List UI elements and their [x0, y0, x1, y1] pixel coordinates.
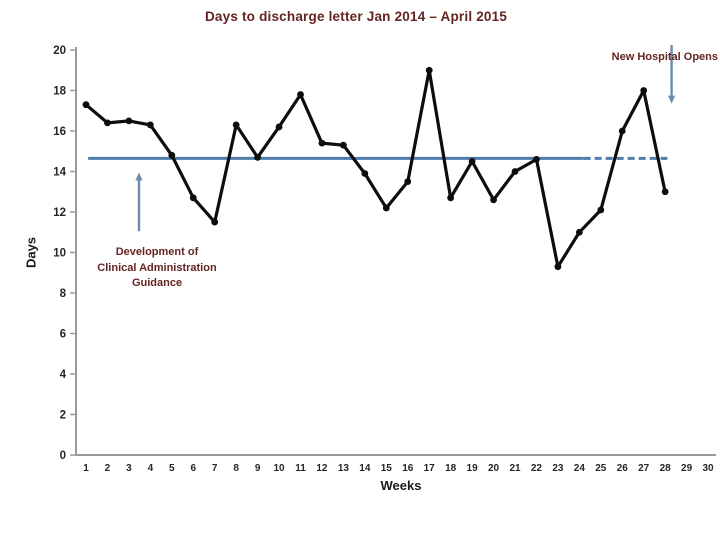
data-point — [554, 263, 562, 271]
annotation-development-guidance: Development of Clinical Administration G… — [84, 245, 230, 292]
x-tick-label: 5 — [169, 463, 175, 474]
x-tick-label: 18 — [445, 463, 457, 474]
data-point — [597, 206, 605, 214]
y-tick-label: 0 — [60, 450, 66, 462]
development-arrow-arrowhead — [135, 172, 143, 181]
data-point — [254, 153, 261, 161]
x-tick-label: 9 — [255, 463, 261, 474]
data-point — [297, 91, 304, 98]
y-tick-label: 18 — [53, 86, 66, 98]
x-tick-label: 10 — [273, 463, 285, 474]
data-point — [146, 121, 154, 129]
y-tick-label: 6 — [60, 329, 66, 341]
x-tick-label: 21 — [509, 463, 521, 474]
data-point — [640, 87, 648, 94]
x-axis-title: Weeks — [380, 478, 422, 493]
y-tick-label: 12 — [53, 207, 66, 219]
x-tick-label: 29 — [681, 463, 693, 474]
x-tick-label: 11 — [295, 463, 306, 474]
x-tick-label: 30 — [702, 463, 714, 474]
x-tick-label: 16 — [402, 463, 414, 474]
data-point — [318, 139, 326, 147]
data-point — [661, 188, 669, 196]
data-point — [490, 196, 497, 204]
x-tick-label: 24 — [574, 463, 586, 474]
x-tick-label: 19 — [467, 463, 479, 474]
x-tick-label: 3 — [126, 463, 132, 474]
y-axis-title: Days — [23, 236, 39, 269]
x-tick-label: 17 — [424, 463, 436, 474]
data-point — [618, 127, 626, 135]
data-point — [168, 151, 176, 159]
x-tick-label: 8 — [233, 463, 239, 474]
new-hospital-arrow-arrowhead — [667, 95, 676, 104]
y-tick-label: 16 — [53, 126, 66, 138]
y-tick-label: 14 — [53, 167, 66, 179]
data-point — [189, 194, 197, 202]
data-point — [511, 168, 519, 175]
data-point — [125, 117, 133, 125]
data-point — [340, 141, 347, 149]
x-tick-label: 23 — [552, 463, 564, 474]
series-line — [84, 68, 667, 269]
x-tick-label: 25 — [595, 463, 607, 474]
data-point — [468, 157, 476, 165]
y-tick-label: 8 — [60, 288, 67, 300]
annotation-line: Development of — [115, 246, 199, 258]
x-tick-label: 6 — [190, 463, 196, 474]
data-point — [575, 228, 583, 236]
data-point — [425, 66, 433, 74]
y-tick-label: 20 — [53, 45, 66, 57]
x-tick-label: 13 — [338, 463, 350, 474]
x-tick-label: 27 — [638, 463, 650, 474]
x-tick-label: 14 — [359, 463, 371, 474]
data-point — [533, 155, 540, 163]
x-tick-label: 22 — [531, 463, 543, 474]
y-tick-label: 2 — [60, 410, 66, 422]
data-point — [104, 119, 111, 127]
x-tick-label: 28 — [660, 463, 672, 474]
data-point — [232, 121, 240, 129]
data-point — [361, 170, 369, 177]
data-point — [447, 194, 455, 202]
data-point — [382, 204, 390, 212]
annotation-new-hospital: New Hospital Opens — [611, 51, 718, 63]
data-point — [211, 218, 219, 226]
annotation-line: Clinical Administration — [97, 261, 217, 274]
x-tick-label: 1 — [83, 463, 89, 474]
data-point — [404, 178, 412, 186]
data-point — [275, 123, 283, 131]
x-tick-label: 2 — [105, 463, 111, 474]
y-tick-label: 4 — [60, 369, 67, 381]
annotation-line: Guidance — [131, 277, 183, 289]
y-tick-label: 10 — [53, 248, 66, 260]
data-point — [82, 101, 90, 109]
x-tick-label: 7 — [212, 463, 218, 474]
x-tick-label: 26 — [617, 463, 629, 474]
x-tick-label: 4 — [148, 463, 154, 474]
x-tick-label: 12 — [316, 463, 328, 474]
x-tick-label: 20 — [488, 463, 500, 474]
chart-title: Days to discharge letter Jan 2014 – Apri… — [204, 9, 508, 24]
x-tick-label: 15 — [381, 463, 393, 474]
